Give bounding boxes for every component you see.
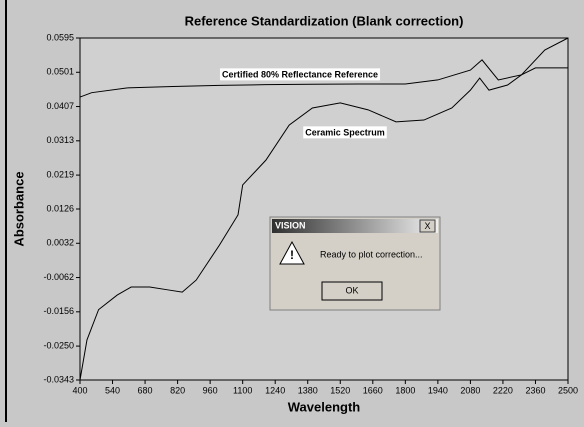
y-tick-label: -0.0343 [43, 374, 74, 384]
series-line [79, 67, 568, 381]
x-tick-label: 2360 [525, 385, 545, 395]
warning-icon [279, 240, 305, 265]
x-tick-label: 1940 [428, 385, 448, 395]
y-tick-label: 0.0126 [46, 203, 74, 213]
chart-title: Reference Standardization (Blank correct… [185, 13, 464, 28]
series-label: Certified 80% Reflectance Reference [222, 69, 378, 79]
x-tick-label: 2220 [493, 385, 513, 395]
plot-area [79, 37, 569, 381]
x-tick-label: 540 [105, 385, 120, 395]
x-tick-label: 2080 [460, 385, 480, 395]
y-tick-label: 0.0032 [46, 238, 74, 248]
close-button[interactable] [419, 219, 436, 233]
dialog-message: Ready to plot correction... [320, 249, 423, 259]
x-tick-label: 1800 [395, 385, 415, 395]
series-label-bg [219, 68, 381, 81]
y-tick-label: 0.0501 [46, 67, 74, 77]
y-tick-label: -0.0062 [43, 272, 74, 282]
y-tick-label: -0.0156 [43, 306, 74, 316]
y-tick-label: 0.0219 [46, 169, 74, 179]
x-tick-label: 1380 [298, 385, 318, 395]
x-tick-label: 1240 [265, 385, 285, 395]
dialog-title: VISION [275, 220, 306, 230]
x-axis-label: Wavelength [288, 399, 361, 414]
x-tick-label: 820 [170, 385, 185, 395]
y-tick-label: 0.0313 [46, 135, 74, 145]
ok-label: OK [345, 285, 358, 295]
x-tick-label: 1660 [363, 385, 383, 395]
ok-button[interactable] [321, 281, 383, 301]
x-tick-label: 1100 [233, 385, 252, 395]
y-axis-label: Absorbance [11, 171, 26, 246]
y-tick-label: 0.0407 [46, 101, 74, 111]
x-tick-label: 400 [72, 385, 87, 395]
series-label: Ceramic Spectrum [305, 127, 385, 137]
dialog-titlebar [272, 219, 438, 233]
dialog: VISION X ! Ready to plot correction... O… [269, 216, 441, 311]
x-tick-label: 2500 [558, 385, 578, 395]
x-tick-label: 1520 [330, 385, 350, 395]
x-tick-label: 960 [203, 385, 218, 395]
series-line [79, 37, 569, 98]
x-tick-label: 680 [138, 385, 153, 395]
close-label: X [424, 221, 430, 231]
series-label-bg [303, 126, 387, 139]
warning-mark: ! [290, 248, 294, 262]
y-tick-label: -0.0250 [43, 340, 74, 350]
y-tick-label: 0.0595 [46, 32, 74, 42]
